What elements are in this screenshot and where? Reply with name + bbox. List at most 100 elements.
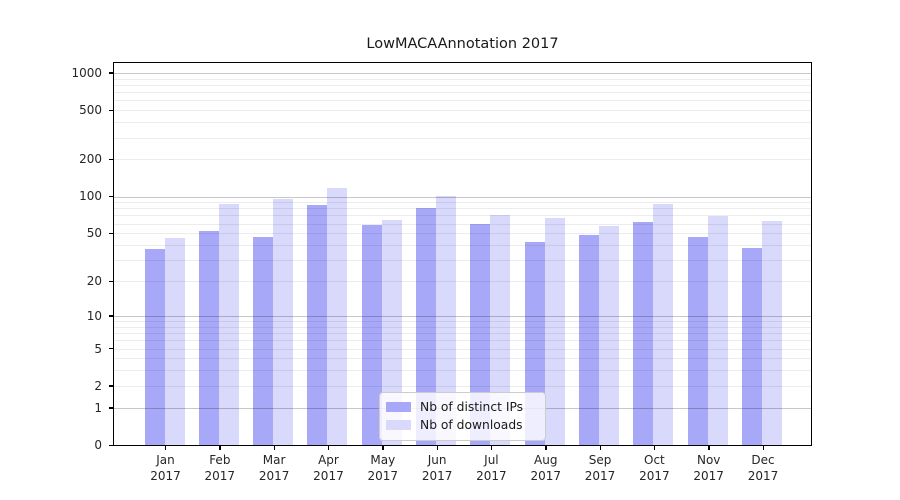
gridline-minor [114,245,811,246]
legend-label-downloads: Nb of downloads [420,418,523,432]
gridline-minor [114,281,811,282]
x-tick-year: 2017 [313,468,344,483]
bar-downloads-feb [218,204,239,445]
legend-item-downloads: Nb of downloads [386,416,536,434]
x-tick-year: 2017 [204,468,236,483]
y-tick [109,315,113,317]
x-tick-label-oct: Oct 2017 [622,453,686,484]
x-tick-year: 2017 [367,468,399,483]
gridline-minor [114,137,811,139]
bar-distinct-ips-jul [470,223,491,445]
x-tick-month: Mar [262,453,286,467]
y-tick-label: 50 [86,226,102,241]
gridline-minor [114,233,811,235]
gridline-minor [114,110,811,112]
x-tick-month: Nov [696,453,721,467]
bar-distinct-ips-jan [144,249,165,445]
x-tick [708,446,710,450]
x-tick-month: Dec [751,453,775,467]
legend-swatch-downloads [386,420,411,430]
x-tick-month: Oct [644,453,665,467]
legend-label-distinct-ips: Nb of distinct IPs [420,400,524,414]
x-tick-year: 2017 [530,468,561,483]
bar-downloads-apr [327,187,348,445]
y-tick-label: 0 [94,438,102,452]
gridline-minor [114,159,811,161]
chart-title: LowMACAAnnotation 2017 [366,36,559,52]
bar-downloads-jul [490,215,511,445]
gridline-minor [114,340,811,342]
x-tick [490,446,493,450]
gridline-minor [114,100,811,102]
x-tick-month: Jan [156,453,175,467]
bar-distinct-ips-oct [633,221,654,445]
x-tick [599,446,601,450]
y-tick-label: 10 [86,308,102,323]
x-tick-label-jul: Jul 2017 [459,453,523,484]
bar-downloads-jan [164,237,185,445]
gridline-minor [114,333,811,334]
gridline-major [114,196,811,198]
x-tick-label-apr: Apr 2017 [296,453,360,484]
y-tick [109,280,113,282]
bar-downloads-dec [762,221,783,445]
gridline-minor [114,92,811,94]
gridline-major [114,72,811,74]
x-tick [382,446,384,450]
x-tick [273,446,276,450]
gridline-minor [114,260,811,262]
bar-downloads-jun [436,196,457,445]
y-tick-label: 200 [79,152,102,167]
x-tick [436,446,438,450]
y-tick [109,444,113,446]
bar-downloads-mar [273,198,294,445]
y-tick-label: 1 [94,400,102,415]
x-tick-month: Aug [534,453,558,467]
x-tick-month: Jul [484,453,499,467]
legend-item-distinct-ips: Nb of distinct IPs [386,398,536,416]
x-tick-label-jun: Jun 2017 [405,453,469,484]
gridline-minor [114,348,811,350]
x-tick [165,446,167,450]
gridline-minor [114,326,811,328]
y-tick [109,158,113,161]
y-tick [109,232,113,235]
x-tick-month: Jun [427,453,447,467]
bar-downloads-sep [599,226,620,445]
bar-downloads-nov [707,216,728,445]
x-tick [219,446,221,450]
bar-distinct-ips-mar [253,236,274,445]
x-tick [545,446,547,450]
x-tick-label-jan: Jan 2017 [134,453,198,484]
gridline-minor [114,358,811,360]
x-tick-label-feb: Feb 2017 [188,453,252,484]
gridline-minor [114,385,811,387]
bar-distinct-ips-jun [416,208,437,445]
gridline-minor [114,84,811,86]
y-tick [109,407,113,409]
x-tick [762,446,764,450]
x-tick-label-may: May 2017 [351,453,415,484]
gridline-minor [114,208,811,210]
y-tick [109,195,113,198]
y-tick [109,72,113,74]
gridline-minor [114,122,811,124]
bar-distinct-ips-feb [198,231,219,445]
x-tick-month: Apr [318,453,339,467]
x-tick-label-mar: Mar 2017 [242,453,306,484]
x-tick-year: 2017 [747,468,779,483]
gridline-minor [114,202,811,204]
bar-distinct-ips-apr [307,205,328,445]
gridline-minor [114,215,811,217]
gridline-minor [114,321,811,322]
y-tick-label: 500 [79,103,102,118]
y-tick [109,385,113,387]
x-tick-year: 2017 [150,468,181,483]
legend-swatch-distinct-ips [386,402,411,412]
x-tick-year: 2017 [421,468,453,483]
gridline-minor [114,78,811,80]
x-tick-label-sep: Sep 2017 [568,453,632,484]
x-tick [327,446,330,450]
bar-downloads-aug [544,217,565,445]
x-tick-year: 2017 [258,468,290,483]
